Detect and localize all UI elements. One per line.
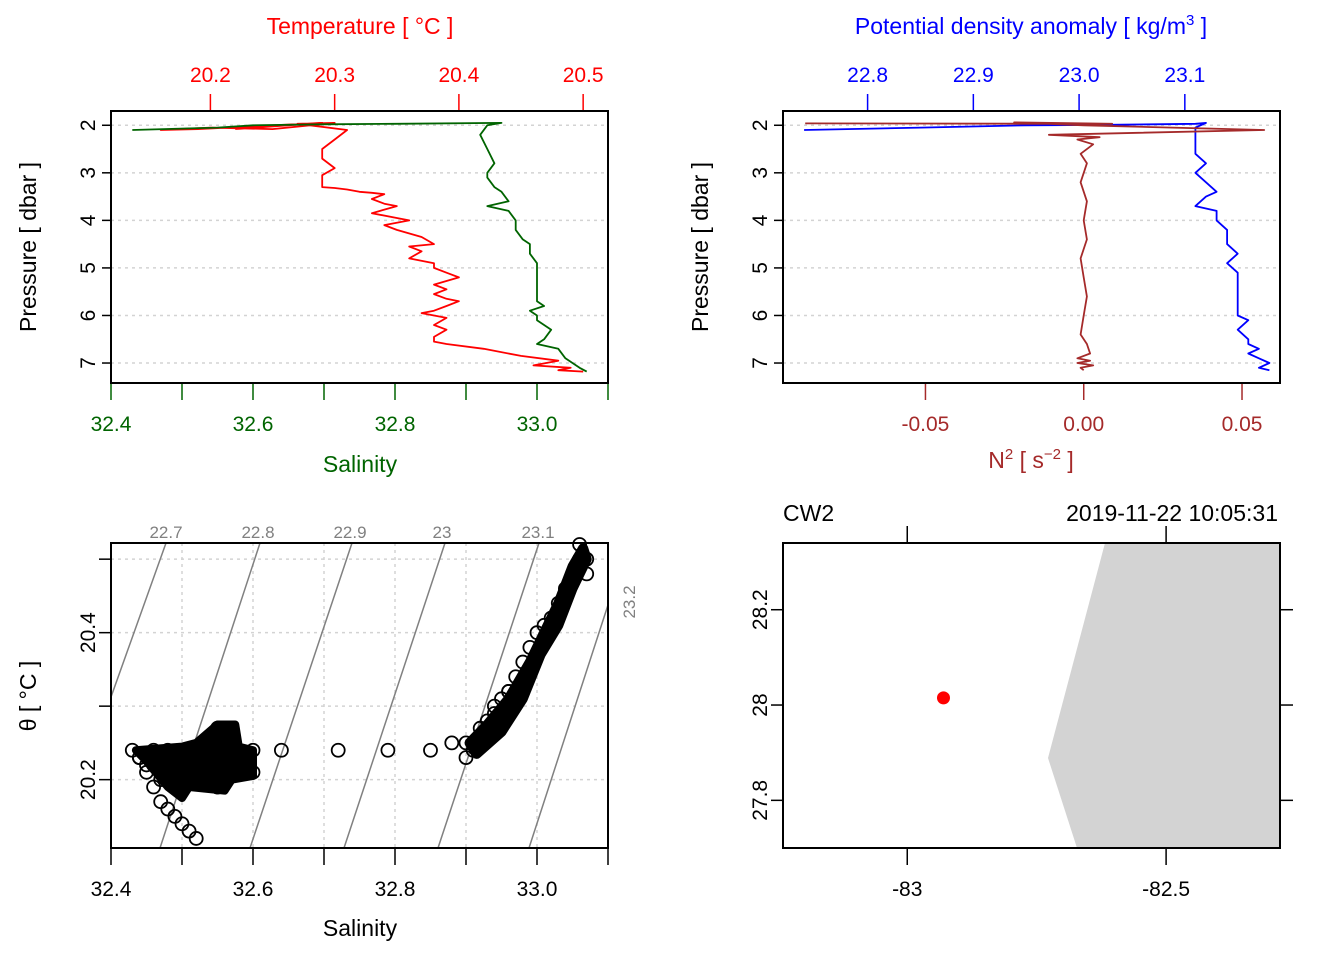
isopycnal-line <box>437 542 540 849</box>
data-point <box>153 794 169 810</box>
y-tick-label: 5 <box>77 262 100 274</box>
y-tick-label: 27.8 <box>749 780 772 821</box>
top-tick-label: 20.3 <box>314 64 355 87</box>
top-tick-label: 22.8 <box>847 64 888 87</box>
y-tick-label: 4 <box>77 214 100 226</box>
series-line-n2 <box>805 121 1266 371</box>
top-tick-label: 20.5 <box>563 64 604 87</box>
isopycnal-line <box>343 542 446 849</box>
x-tick-label: 32.4 <box>91 878 132 901</box>
data-point-cluster <box>131 720 257 803</box>
bottom-tick-label: -0.05 <box>902 413 950 436</box>
bottom-axis-title: N2 [ s−2 ] <box>988 446 1074 473</box>
data-point <box>423 742 438 758</box>
station-marker <box>936 691 950 705</box>
panel-temperature-salinity-profile: Temperature [ °C ] Salinity Pressure [ d… <box>15 13 609 477</box>
plot-frame <box>782 110 1281 384</box>
bottom-tick-label: 32.4 <box>91 413 132 436</box>
series-line-temperature <box>159 122 584 373</box>
bottom-tick-label: 0.05 <box>1222 413 1263 436</box>
data-point <box>444 735 460 751</box>
isopycnal-label: 23.1 <box>521 523 554 542</box>
y-tick-label: 3 <box>749 167 772 179</box>
plot-frame <box>110 110 609 384</box>
data-point <box>330 742 346 758</box>
isopycnal-label: 22.7 <box>149 523 182 542</box>
data-point <box>380 742 396 758</box>
land-polygon <box>1048 543 1280 848</box>
isopycnal-label: 23 <box>433 523 452 542</box>
y-tick-label: 20.2 <box>77 759 100 800</box>
panel-ts-diagram: Salinity θ [ °C ] 22.7 22.8 22.9 23 23.1 23.2… <box>15 523 639 941</box>
isopycnal-line <box>110 542 167 698</box>
y-tick-label: 28 <box>749 693 772 716</box>
top-tick-label: 20.4 <box>438 64 479 87</box>
x-tick-label: 33.0 <box>517 878 558 901</box>
bottom-tick-label: 0.00 <box>1063 413 1104 436</box>
series-line-salinity <box>132 122 588 373</box>
y-tick-label: 4 <box>749 214 772 226</box>
y-axis-title: θ [ °C ] <box>15 661 41 732</box>
panel-density-n2-profile: Potential density anomaly [ kg/m3 ] N2 [… <box>687 12 1281 473</box>
top-tick-label: 23.0 <box>1059 64 1100 87</box>
data-point-cluster <box>464 543 592 759</box>
series-line-potential-density-anomaly <box>804 122 1271 372</box>
y-tick-label: 20.4 <box>77 612 100 653</box>
top-axis-title: Temperature [ °C ] <box>267 13 454 39</box>
y-tick-label: 5 <box>749 262 772 274</box>
bottom-tick-label: 32.6 <box>233 413 274 436</box>
isopycnal-label: 22.9 <box>333 523 366 542</box>
y-tick-label: 2 <box>749 119 772 131</box>
y-axis-title: Pressure [ dbar ] <box>15 162 41 332</box>
x-tick-label: -83 <box>892 878 922 901</box>
y-tick-label: 6 <box>77 310 100 322</box>
data-point <box>188 831 204 846</box>
top-tick-label: 23.1 <box>1164 64 1205 87</box>
top-axis-title: Potential density anomaly [ kg/m3 ] <box>855 12 1207 39</box>
isopycnal-label: 23.2 <box>620 585 639 618</box>
isopycnal-line <box>528 604 609 849</box>
bottom-axis-title: Salinity <box>323 451 398 477</box>
top-tick-label: 22.9 <box>953 64 994 87</box>
y-axis-title: Pressure [ dbar ] <box>687 162 713 332</box>
y-tick-label: 2 <box>77 119 100 131</box>
plot-frame <box>782 542 1281 849</box>
data-point <box>458 750 474 766</box>
isopycnal-line <box>159 542 261 849</box>
plot-frame <box>110 542 609 849</box>
station-name: CW2 <box>783 500 834 526</box>
data-point <box>146 779 162 795</box>
y-tick-label: 3 <box>77 167 100 179</box>
x-tick-label: -82.5 <box>1142 878 1190 901</box>
station-datetime: 2019-11-22 10:05:31 <box>1066 500 1278 526</box>
y-tick-label: 7 <box>749 357 772 369</box>
bottom-tick-label: 32.8 <box>375 413 416 436</box>
x-tick-label: 32.8 <box>375 878 416 901</box>
y-tick-label: 6 <box>749 310 772 322</box>
panel-station-map: CW2 2019-11-22 10:05:31 -83 -82.5 27.8 28 28… <box>749 500 1293 901</box>
isopycnal-label: 22.8 <box>241 523 274 542</box>
top-tick-label: 20.2 <box>190 64 231 87</box>
y-tick-label: 28.2 <box>749 589 772 630</box>
bottom-tick-label: 33.0 <box>517 413 558 436</box>
x-axis-title: Salinity <box>323 915 398 941</box>
data-point <box>273 742 289 758</box>
isopycnal-line <box>249 542 353 849</box>
x-tick-label: 32.6 <box>233 878 274 901</box>
data-point <box>181 823 197 839</box>
y-tick-label: 7 <box>77 357 100 369</box>
